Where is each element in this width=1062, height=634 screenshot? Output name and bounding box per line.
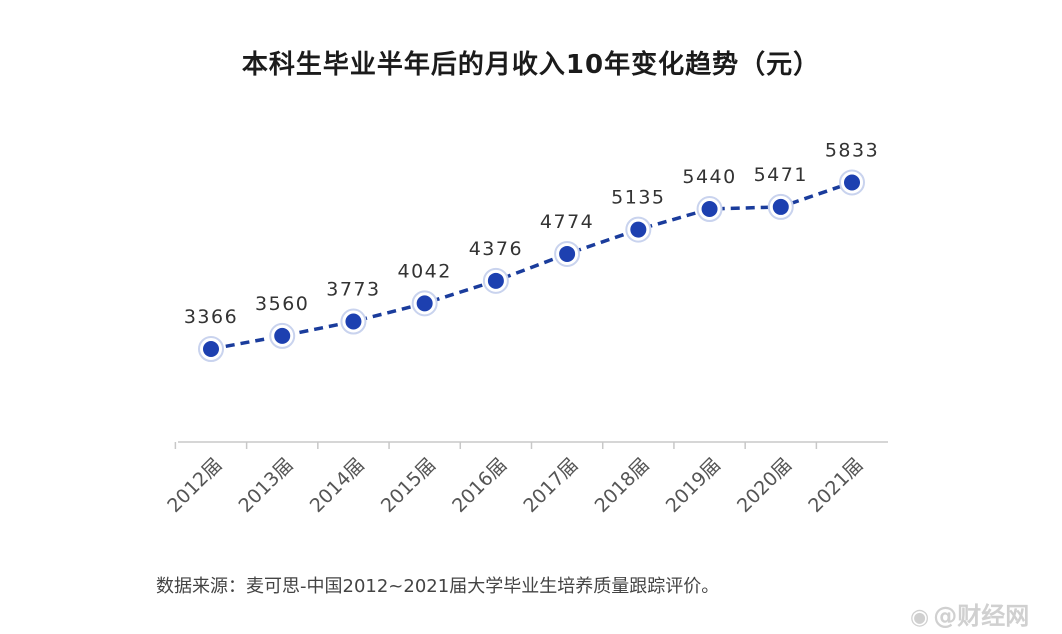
x-axis-ticks bbox=[174, 442, 818, 449]
series-line bbox=[210, 180, 853, 351]
data-label: 3560 bbox=[255, 293, 309, 315]
data-point-dot bbox=[559, 245, 576, 262]
data-point bbox=[767, 193, 794, 220]
x-tick-label: 2020届 bbox=[733, 454, 796, 517]
data-label: 3773 bbox=[326, 279, 380, 301]
x-tick-label: 2021届 bbox=[804, 454, 867, 517]
data-point-dot bbox=[416, 295, 433, 312]
x-tick-label: 2015届 bbox=[377, 454, 440, 517]
data-label: 5833 bbox=[825, 139, 879, 161]
data-point bbox=[198, 336, 224, 362]
weibo-icon: ◉ bbox=[910, 605, 930, 630]
watermark-text: @财经网 bbox=[933, 602, 1030, 630]
data-point-dot bbox=[701, 201, 718, 218]
data-point bbox=[269, 322, 296, 349]
data-point-dot bbox=[772, 198, 789, 215]
data-point bbox=[625, 216, 652, 243]
data-points bbox=[198, 169, 865, 362]
data-point-dot bbox=[203, 341, 219, 357]
data-labels: 3366 3560 3773 4042 4376 4774 5135 5440 5471 5833 bbox=[184, 139, 879, 328]
data-label: 5471 bbox=[754, 164, 808, 186]
data-point-dot bbox=[487, 272, 504, 289]
series-line-group bbox=[210, 180, 853, 351]
x-tick-label: 2016届 bbox=[448, 454, 511, 517]
x-tick-label: 2017届 bbox=[519, 454, 582, 517]
data-label: 4774 bbox=[540, 211, 594, 233]
data-point-dot bbox=[844, 174, 860, 191]
data-point bbox=[839, 169, 865, 196]
x-tick-labels: 2012届 2013届 2014届 2015届 2016届 2017届 2018届 2019届… bbox=[163, 454, 867, 517]
data-label: 4376 bbox=[469, 238, 523, 260]
data-point bbox=[696, 196, 723, 223]
source-note: 数据来源：麦可思-中国2012~2021届大学毕业生培养质量跟踪评价。 bbox=[156, 576, 720, 597]
chart-title: 本科生毕业半年后的月收入10年变化趋势（元） bbox=[241, 50, 821, 80]
x-tick-label: 2018届 bbox=[591, 454, 654, 517]
data-point-dot bbox=[274, 327, 291, 344]
x-tick-label: 2012届 bbox=[163, 454, 226, 517]
data-point bbox=[554, 240, 581, 267]
data-point bbox=[411, 290, 438, 317]
data-label: 4042 bbox=[397, 260, 451, 282]
data-label: 5135 bbox=[611, 187, 665, 209]
x-tick-label: 2013届 bbox=[234, 454, 297, 517]
data-label: 5440 bbox=[682, 166, 736, 188]
x-tick-label: 2019届 bbox=[662, 454, 725, 517]
x-tick-label: 2014届 bbox=[306, 454, 369, 517]
data-point bbox=[482, 267, 509, 294]
data-point-dot bbox=[345, 313, 362, 330]
watermark: ◉ @财经网 bbox=[910, 596, 1029, 631]
data-point-dot bbox=[630, 221, 647, 238]
data-point bbox=[340, 308, 367, 335]
data-label: 3366 bbox=[184, 306, 238, 328]
